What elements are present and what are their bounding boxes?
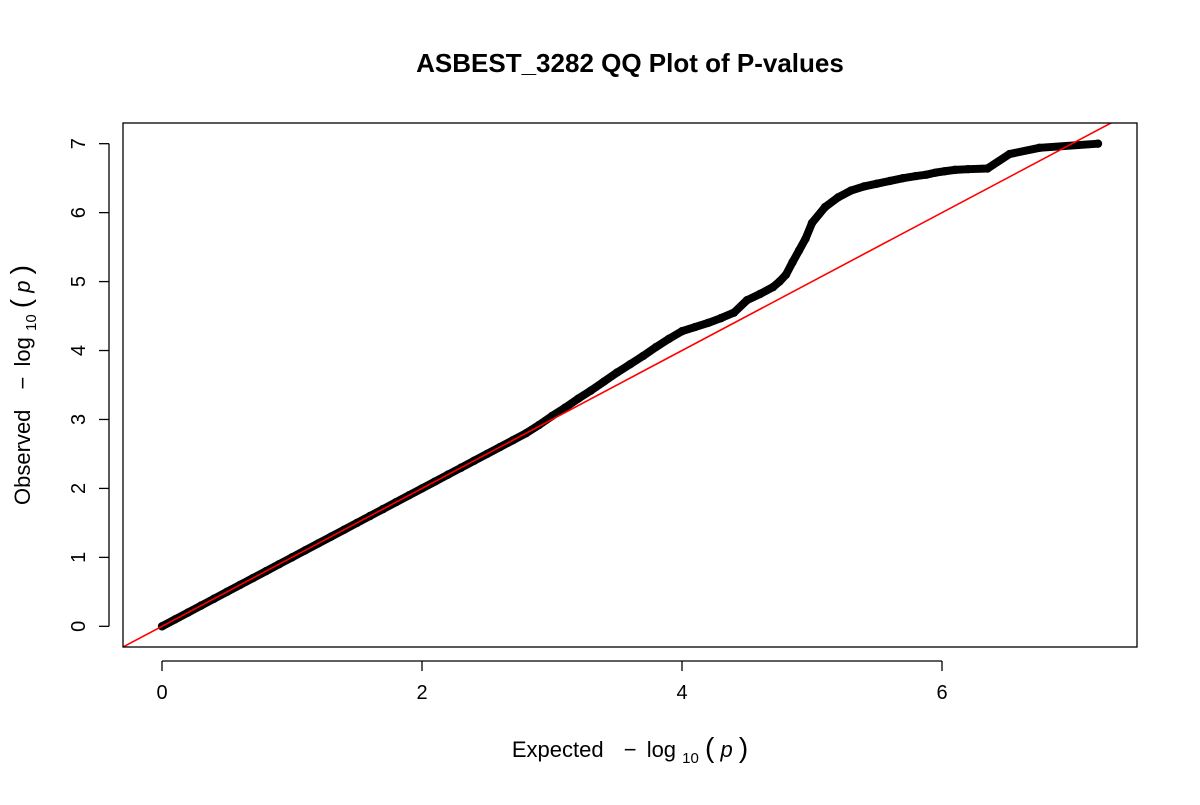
chart-title: ASBEST_3282 QQ Plot of P-values (416, 48, 844, 78)
data-point (911, 171, 921, 181)
x-axis-unit-log: log (647, 737, 676, 762)
x-tick-label: 2 (416, 682, 427, 704)
data-point (625, 360, 635, 369)
data-points (157, 139, 1103, 631)
data-point (872, 179, 882, 188)
x-axis-unit-var: p (719, 737, 732, 762)
data-point (677, 327, 687, 336)
x-axis-unit-close: ) (739, 732, 748, 763)
data-point (599, 377, 609, 386)
data-point (1035, 143, 1044, 153)
x-axis-unit-minus: − (624, 737, 637, 762)
data-point (950, 165, 960, 175)
data-point (833, 193, 843, 202)
reference-line (123, 123, 1113, 647)
data-point (1093, 139, 1103, 148)
y-axis-unit-sub: 10 (23, 314, 40, 331)
data-point (664, 334, 674, 344)
x-axis-unit-open: ( (705, 732, 715, 763)
data-point (703, 318, 713, 328)
y-axis-unit-open: ( (5, 298, 36, 308)
data-point (781, 270, 791, 279)
data-point (885, 176, 895, 186)
data-point (573, 394, 583, 403)
data-point (807, 218, 817, 228)
plot-frame (122, 122, 1138, 648)
data-point (963, 164, 973, 174)
data-point (768, 282, 778, 292)
data-point (846, 186, 856, 195)
y-tick-label: 2 (68, 483, 90, 494)
data-point (775, 277, 784, 286)
x-tick-label: 6 (936, 682, 947, 704)
data-point (931, 168, 940, 177)
data-point (651, 342, 661, 352)
y-tick-label: 3 (68, 414, 90, 425)
x-axis: 0 2 4 6 (156, 660, 948, 704)
x-tick-label: 0 (156, 682, 167, 704)
data-point (898, 173, 908, 183)
data-point (940, 167, 949, 176)
data-point (560, 403, 570, 412)
data-point (859, 182, 869, 191)
y-tick-label: 7 (68, 138, 90, 149)
plot-area (122, 122, 1138, 648)
data-point (983, 164, 992, 173)
y-axis-label: Observed − log 10 ( p ) (5, 265, 41, 505)
y-tick-label: 1 (68, 552, 90, 563)
data-point (690, 322, 700, 332)
data-point (788, 258, 797, 267)
data-point (638, 351, 648, 361)
data-point (586, 386, 596, 395)
data-point (742, 295, 752, 305)
data-point (820, 202, 830, 212)
data-point (716, 313, 726, 323)
y-axis: 0 1 2 3 4 5 6 7 (68, 138, 110, 632)
data-points-trace (158, 139, 1102, 631)
y-axis-label-prefix: Observed (10, 410, 35, 505)
data-point (1005, 149, 1014, 159)
data-point (801, 234, 810, 244)
y-tick-label: 4 (68, 345, 90, 356)
y-tick-label: 0 (68, 621, 90, 632)
y-axis-unit-log: log (10, 337, 35, 366)
y-axis-unit-minus: − (10, 377, 35, 390)
y-tick-label: 6 (68, 207, 90, 218)
y-axis-unit-close: ) (5, 265, 36, 274)
y-tick-label: 5 (68, 276, 90, 287)
data-point (922, 170, 931, 179)
data-point (794, 246, 804, 255)
x-tick-label: 4 (676, 682, 687, 704)
data-point (612, 368, 622, 377)
y-axis-unit-var: p (10, 280, 35, 293)
data-point (729, 308, 739, 317)
x-axis-label-prefix: Expected (512, 737, 604, 762)
data-point (755, 289, 765, 299)
x-axis-label: Expected − log 10 ( p ) (512, 732, 748, 768)
x-axis-unit-sub: 10 (682, 750, 699, 767)
